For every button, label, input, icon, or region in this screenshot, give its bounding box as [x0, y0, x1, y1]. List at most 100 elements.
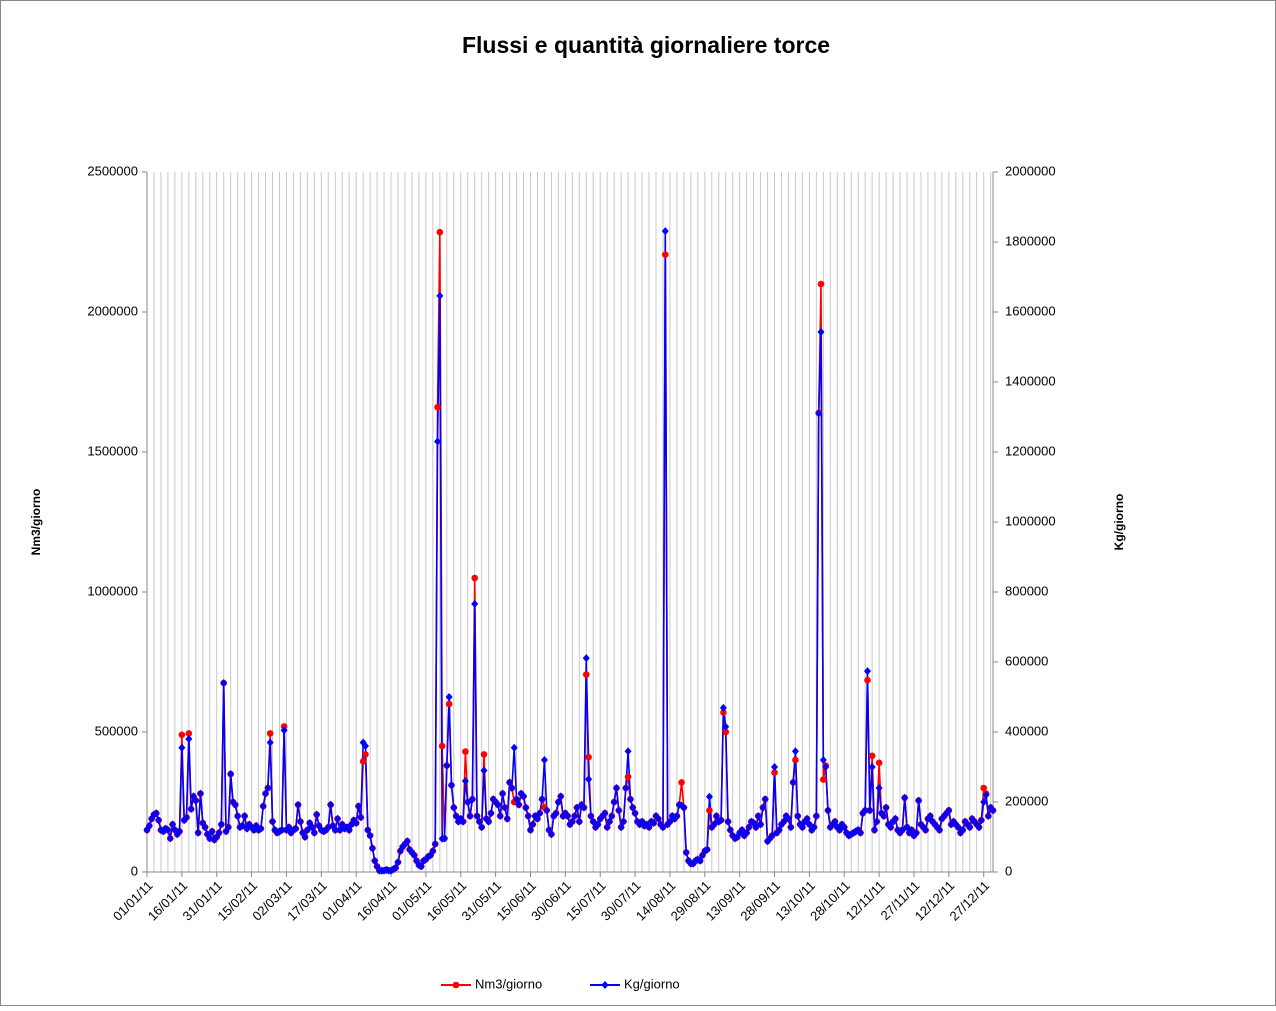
- point: [280, 726, 288, 735]
- point: [533, 814, 541, 823]
- point: [262, 789, 270, 798]
- point: [526, 826, 534, 834]
- point: [757, 820, 765, 829]
- point: [619, 817, 627, 826]
- point: [794, 812, 802, 820]
- point: [257, 824, 265, 833]
- point: [761, 795, 769, 804]
- point: [980, 798, 988, 806]
- point: [164, 826, 172, 834]
- point: [447, 781, 455, 790]
- point: [452, 812, 460, 820]
- point: [515, 800, 523, 809]
- y2-tick-label: 1400000: [1005, 373, 1056, 388]
- legend-marker: [601, 981, 609, 989]
- point: [292, 824, 300, 833]
- point: [792, 756, 799, 764]
- point: [564, 812, 572, 820]
- point: [224, 823, 232, 832]
- point: [982, 791, 990, 799]
- point: [710, 820, 718, 829]
- point: [266, 730, 274, 737]
- point: [176, 827, 184, 836]
- point: [308, 823, 316, 832]
- point: [901, 793, 909, 802]
- legend-label: Kg/giorno: [624, 976, 680, 991]
- point: [357, 813, 365, 822]
- point: [220, 679, 228, 687]
- point: [192, 796, 200, 805]
- point: [912, 828, 920, 837]
- point: [717, 816, 725, 825]
- point: [310, 828, 318, 837]
- point: [355, 802, 362, 811]
- point: [870, 826, 878, 834]
- point: [726, 826, 734, 834]
- point: [959, 826, 967, 834]
- point: [771, 769, 778, 776]
- point: [361, 742, 369, 750]
- point: [278, 826, 286, 834]
- point: [417, 862, 425, 871]
- point: [557, 792, 565, 801]
- point: [661, 251, 669, 258]
- point: [294, 800, 302, 809]
- point: [331, 826, 339, 834]
- point: [169, 820, 177, 829]
- point: [780, 817, 788, 826]
- point: [624, 773, 632, 781]
- point: [977, 816, 985, 825]
- point: [759, 803, 767, 812]
- point: [789, 778, 797, 787]
- point: [724, 817, 732, 826]
- point: [264, 784, 272, 792]
- grid: [146, 172, 992, 872]
- y-tick-label: 0: [131, 863, 138, 878]
- point: [624, 747, 632, 756]
- point: [582, 654, 590, 663]
- point: [608, 812, 616, 820]
- point: [434, 437, 442, 446]
- point: [571, 812, 579, 820]
- point: [394, 858, 402, 867]
- point: [543, 806, 551, 815]
- point: [461, 777, 469, 785]
- point: [601, 809, 609, 818]
- point: [459, 817, 467, 826]
- point: [303, 826, 311, 834]
- point: [861, 806, 869, 815]
- point: [368, 844, 376, 853]
- point: [863, 667, 871, 676]
- point: [352, 819, 360, 827]
- point: [366, 831, 374, 840]
- point: [645, 823, 653, 832]
- point: [269, 817, 277, 826]
- point: [266, 738, 274, 747]
- plot-area: [143, 227, 997, 875]
- y2-tick-label: 1000000: [1005, 513, 1056, 528]
- y2-tick-label: 1600000: [1005, 303, 1056, 318]
- point: [954, 823, 962, 832]
- point: [840, 823, 848, 832]
- point: [183, 813, 191, 822]
- point: [817, 327, 825, 336]
- point: [450, 803, 458, 812]
- y-tick-label: 2000000: [87, 303, 138, 318]
- point: [301, 833, 309, 841]
- legend-marker: [452, 981, 460, 989]
- point: [805, 820, 813, 829]
- point: [215, 828, 223, 837]
- y2-tick-label: 800000: [1005, 583, 1048, 598]
- point: [622, 784, 630, 792]
- point: [738, 826, 746, 834]
- point: [857, 828, 865, 837]
- point: [743, 828, 751, 837]
- point: [178, 731, 186, 739]
- point: [903, 823, 911, 832]
- point: [178, 743, 186, 752]
- point: [313, 810, 321, 819]
- point: [787, 823, 795, 832]
- point: [666, 817, 674, 826]
- point: [334, 814, 342, 823]
